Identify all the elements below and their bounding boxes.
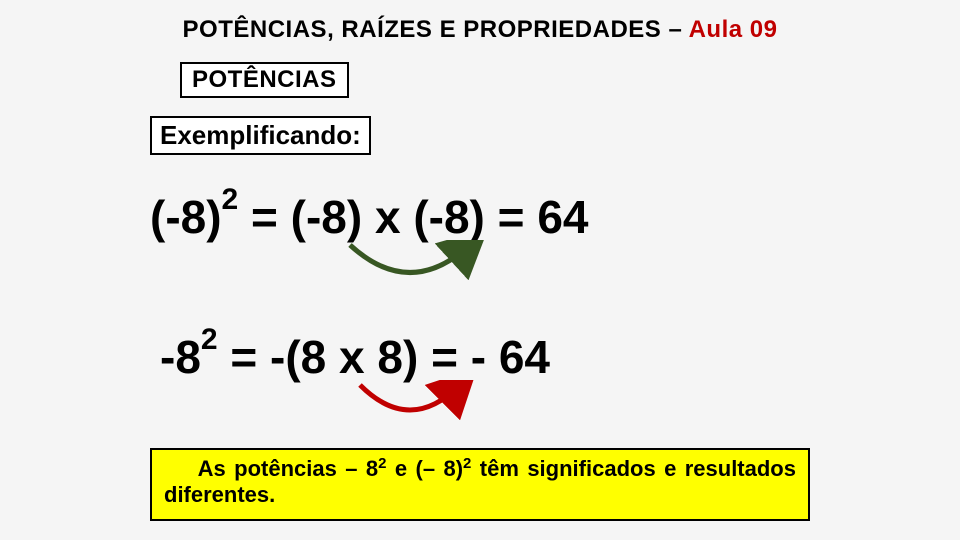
note-pre: As potências – 8 [198, 456, 379, 481]
exemplifying-box: Exemplificando: [150, 116, 371, 155]
eq2-exponent: 2 [201, 323, 218, 356]
title-lesson: Aula 09 [689, 16, 778, 43]
subtitle-text: POTÊNCIAS [192, 66, 337, 93]
equation-1: (-8)2 = (-8) x (-8) = 64 [150, 190, 588, 244]
note-box: As potências – 82 e (– 8)2 têm significa… [150, 448, 810, 521]
note-sup2: 2 [463, 455, 471, 472]
title-main: POTÊNCIAS, RAÍZES E PROPRIEDADES – [183, 16, 689, 43]
eq1-result: 64 [537, 191, 588, 243]
subtitle-box: POTÊNCIAS [180, 62, 349, 98]
exemplifying-text: Exemplificando: [160, 120, 361, 150]
eq2-result: - 64 [471, 331, 550, 383]
eq1-exponent: 2 [222, 183, 239, 216]
eq1-base: (-8) [150, 191, 222, 243]
note-sup1: 2 [378, 455, 386, 472]
slide-title: POTÊNCIAS, RAÍZES E PROPRIEDADES – Aula … [0, 16, 960, 44]
note-mid1: e (– 8) [386, 456, 463, 481]
eq1-expansion: = (-8) x (-8) = [238, 191, 537, 243]
eq2-base: -8 [160, 331, 201, 383]
equation-2: -82 = -(8 x 8) = - 64 [160, 330, 550, 384]
eq1-linking-arc [320, 240, 580, 300]
eq2-expansion: = -(8 x 8) = [218, 331, 471, 383]
eq2-linking-arc [340, 380, 540, 440]
